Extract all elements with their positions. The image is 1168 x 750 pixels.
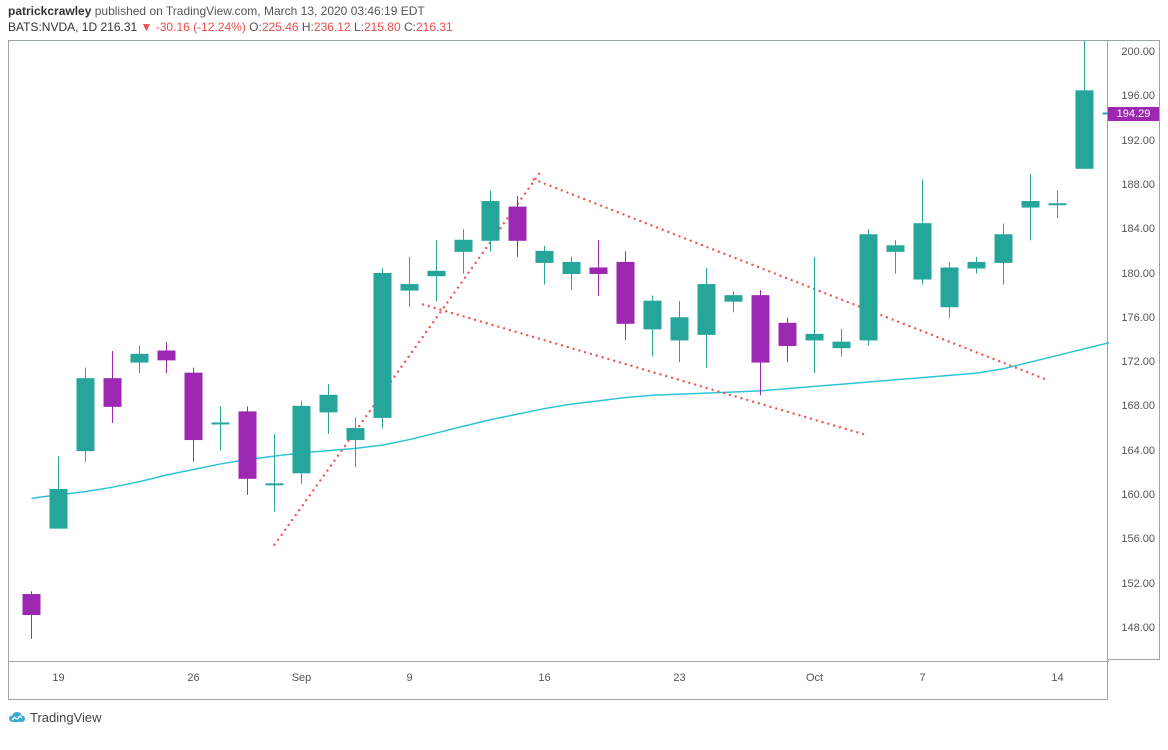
x-tick-label: 7 xyxy=(919,672,925,684)
y-axis: 148.00 152.00 156.00 160.00 164.00 168.00 172.… xyxy=(1108,40,1160,660)
plot-area[interactable] xyxy=(9,41,1109,661)
ohlc-o-label: O: xyxy=(249,20,262,34)
publish-timestamp: March 13, 2020 03:46:19 EDT xyxy=(264,4,425,18)
down-arrow-icon: ▼ xyxy=(141,20,153,34)
ohlc-h-label: H: xyxy=(302,20,314,34)
y-tick-label: 160.00 xyxy=(1121,489,1155,501)
y-tick-label: 184.00 xyxy=(1121,223,1155,235)
published-text: published on TradingView.com, xyxy=(95,4,261,18)
ohlc-bar: BATS:NVDA, 1D 216.31 ▼ -30.16 (-12.24%) … xyxy=(8,20,453,34)
ohlc-l: 215.80 xyxy=(364,20,401,34)
brand-text: TradingView xyxy=(30,710,102,725)
x-tick-label: 23 xyxy=(673,672,685,684)
x-tick-label: 9 xyxy=(406,672,412,684)
x-tick-label: 16 xyxy=(538,672,550,684)
publish-info: patrickcrawley published on TradingView.… xyxy=(8,4,425,18)
y-tick-label: 180.00 xyxy=(1121,268,1155,280)
last-price: 216.31 xyxy=(100,20,137,34)
y-tick-label: 164.00 xyxy=(1121,445,1155,457)
y-tick-label: 188.00 xyxy=(1121,179,1155,191)
x-tick-label: 19 xyxy=(52,672,64,684)
x-axis: 19 26 Sep 9 16 23 Oct 7 14 xyxy=(9,661,1109,702)
price-change: -30.16 xyxy=(156,20,190,34)
tradingview-logo[interactable]: TradingView xyxy=(8,710,102,725)
x-tick-label: Oct xyxy=(806,672,823,684)
y-tick-label: 192.00 xyxy=(1121,135,1155,147)
price-change-pct: (-12.24%) xyxy=(193,20,246,34)
y-tick-label: 156.00 xyxy=(1121,533,1155,545)
x-tick-label: 26 xyxy=(187,672,199,684)
candlestick-svg xyxy=(9,41,1109,661)
chart-area[interactable]: 19 26 Sep 9 16 23 Oct 7 14 xyxy=(8,40,1108,700)
y-tick-label: 152.00 xyxy=(1121,578,1155,590)
x-tick-label: 14 xyxy=(1051,672,1063,684)
ohlc-c: 216.31 xyxy=(416,20,453,34)
last-price-tag: 194.29 xyxy=(1108,107,1159,121)
ohlc-o: 225.46 xyxy=(262,20,299,34)
y-tick-label: 196.00 xyxy=(1121,90,1155,102)
ohlc-l-label: L: xyxy=(354,20,364,34)
username: patrickcrawley xyxy=(8,4,91,18)
y-tick-label: 172.00 xyxy=(1121,356,1155,368)
y-tick-label: 148.00 xyxy=(1121,622,1155,634)
ohlc-c-label: C: xyxy=(404,20,416,34)
ohlc-h: 236.12 xyxy=(314,20,351,34)
cloud-chart-icon xyxy=(8,711,26,725)
x-tick-label: Sep xyxy=(292,672,312,684)
y-tick-label: 200.00 xyxy=(1121,46,1155,58)
y-tick-label: 168.00 xyxy=(1121,400,1155,412)
y-tick-label: 176.00 xyxy=(1121,312,1155,324)
symbol: BATS:NVDA, 1D xyxy=(8,20,100,34)
